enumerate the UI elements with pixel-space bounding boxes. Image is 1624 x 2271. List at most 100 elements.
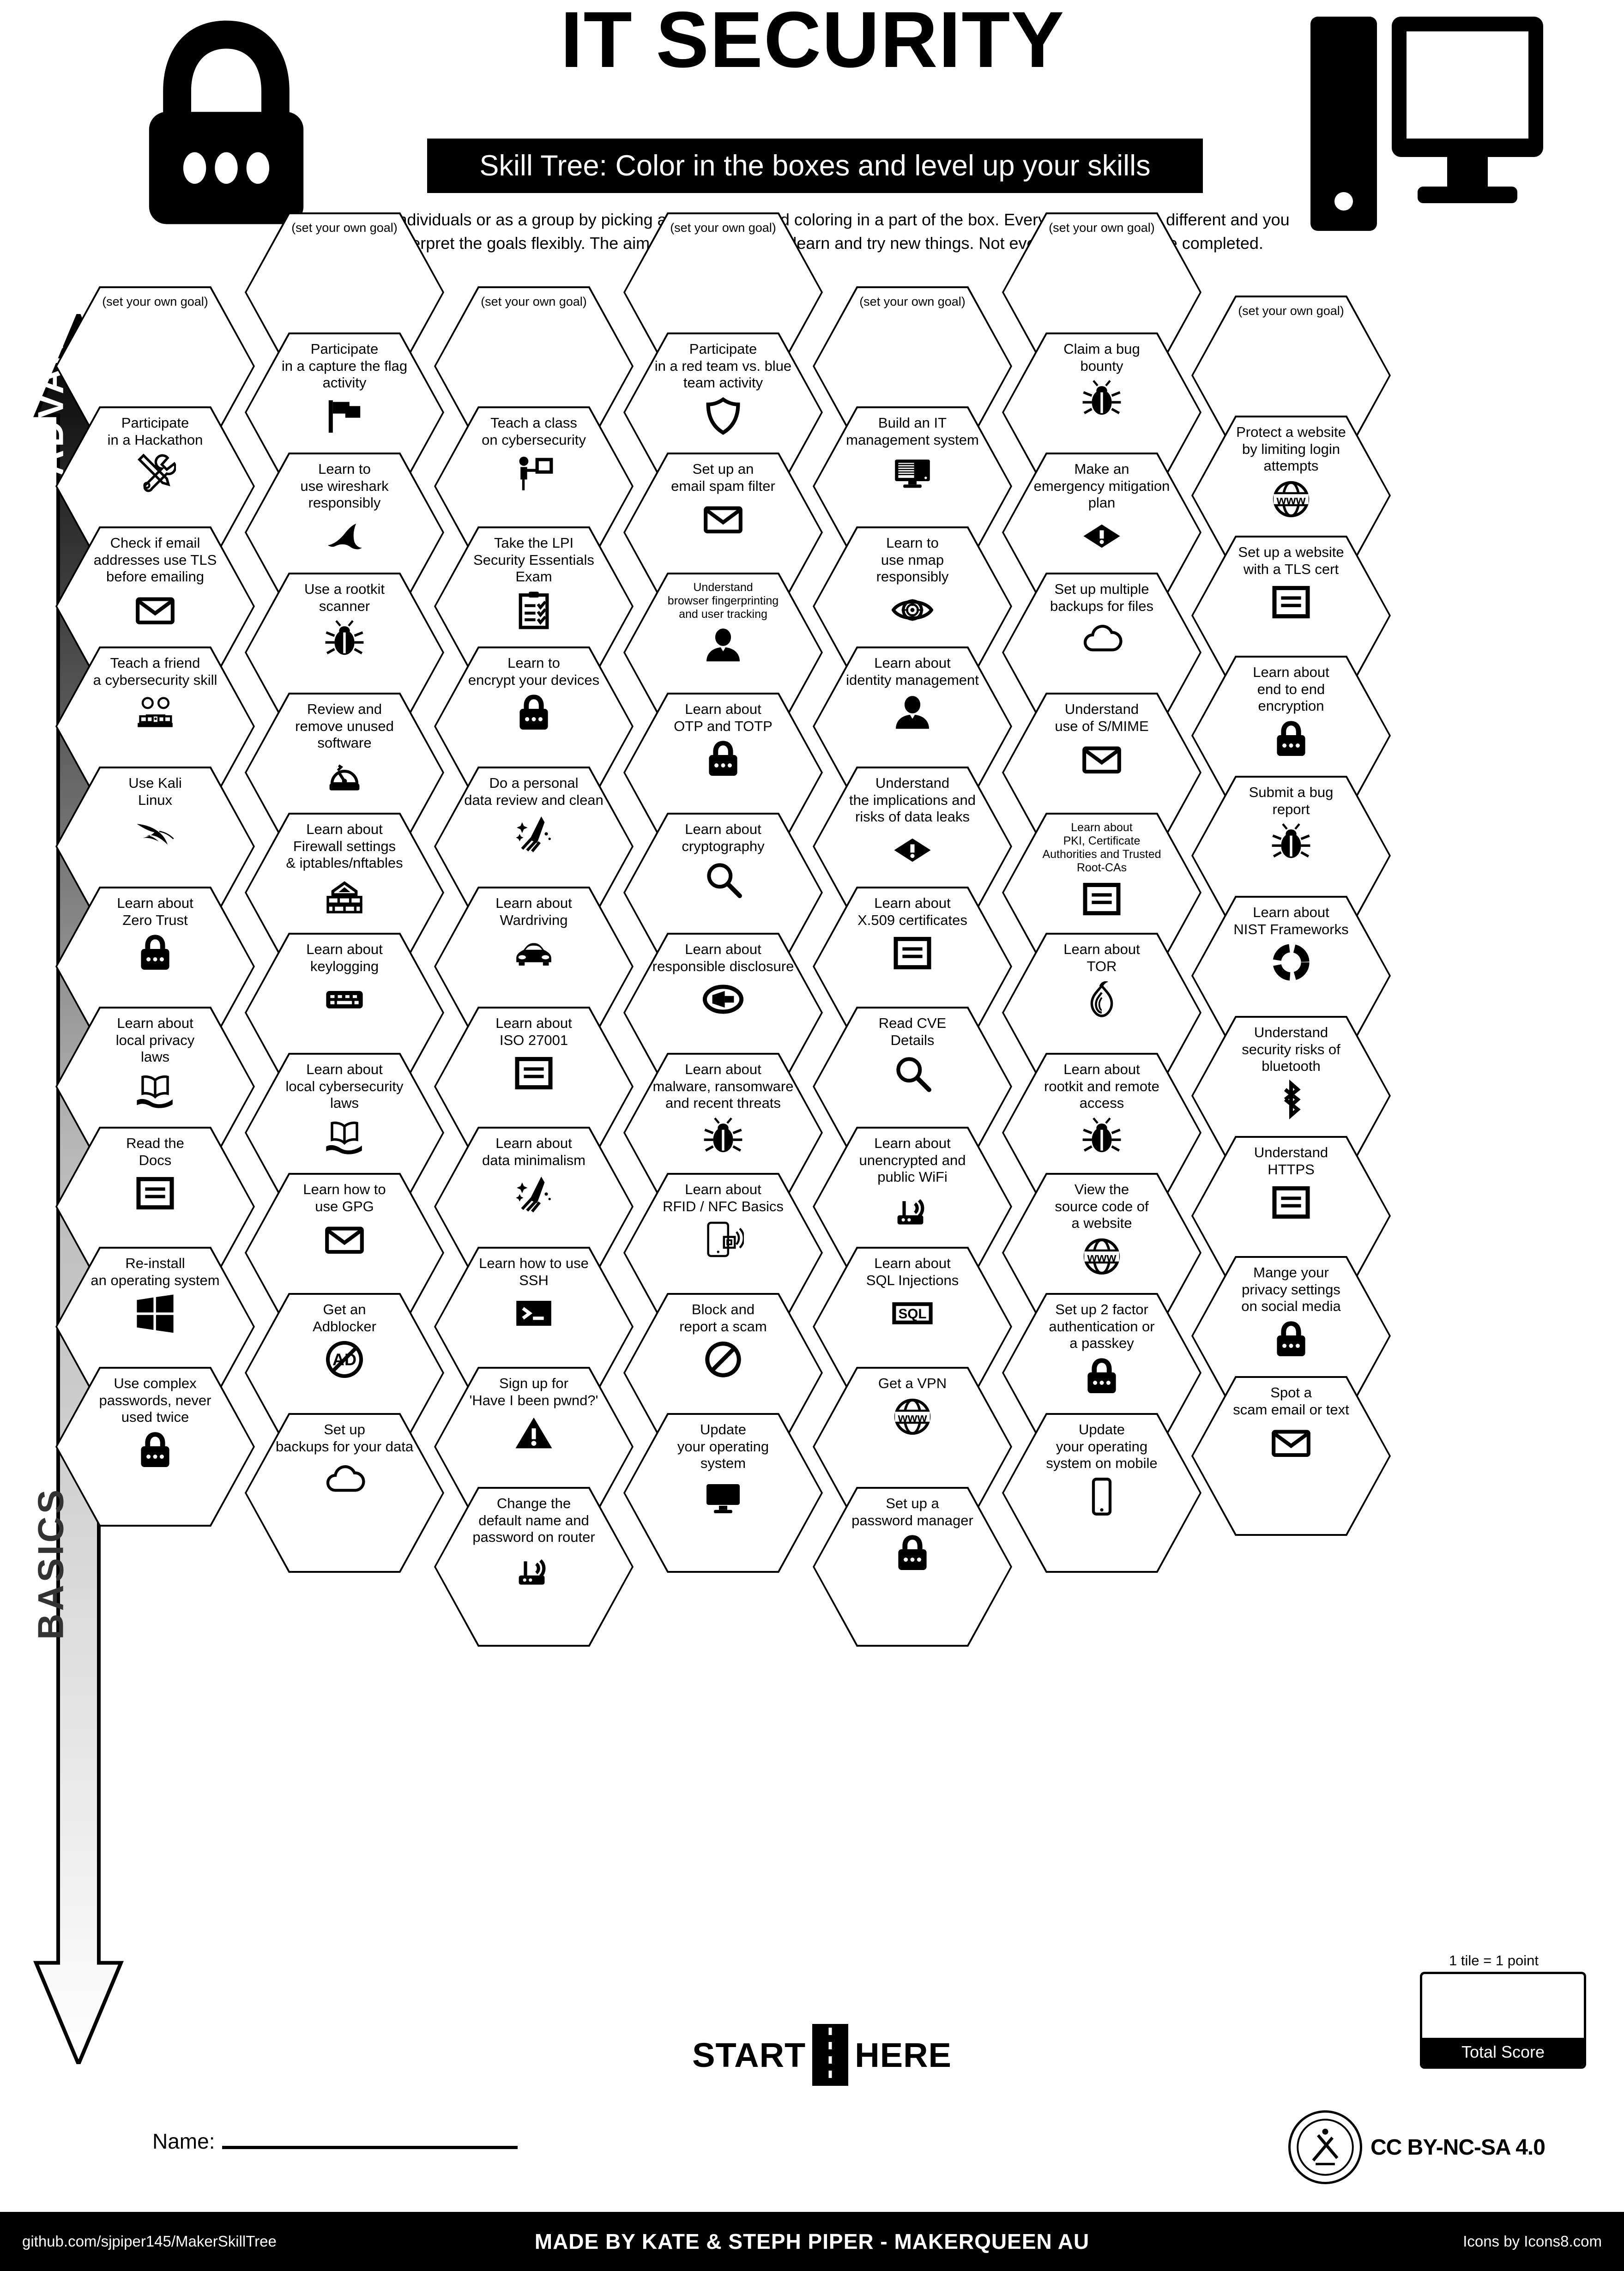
- skill-tile-label: Read CVE Details: [878, 1015, 947, 1048]
- skill-tile[interactable]: Protect a website by limiting login attemp…: [1191, 416, 1391, 575]
- skill-tile-label: Use a rootkit scanner: [304, 581, 385, 614]
- windows-icon: [134, 1293, 176, 1334]
- name-label: Name:: [152, 2129, 215, 2153]
- skill-tile[interactable]: Learn about TOR: [1002, 933, 1201, 1093]
- footer-icons-credit[interactable]: Icons by Icons8.com: [1463, 2233, 1602, 2250]
- total-score-box[interactable]: Total Score: [1420, 1972, 1586, 2069]
- cloud-icon: [1081, 618, 1123, 660]
- broom-sweep-icon: [324, 755, 365, 797]
- bug-icon: [702, 1116, 744, 1157]
- skill-tile-label: (set your own goal): [670, 221, 776, 235]
- donut-chart-icon: [1270, 942, 1312, 983]
- skill-tile[interactable]: (set your own goal): [1191, 296, 1391, 455]
- document-icon: [134, 1172, 176, 1214]
- shark-fin-icon: [324, 515, 365, 557]
- padlock-icon: [513, 692, 555, 734]
- skill-tile[interactable]: Set up backups for your data: [245, 1413, 444, 1573]
- road-icon: [812, 2024, 849, 2086]
- skill-tile[interactable]: Spot a scam email or text: [1191, 1376, 1391, 1536]
- start-here-marker: START HERE: [646, 2023, 997, 2087]
- skill-tile[interactable]: Learn about X.509 certificates: [813, 887, 1012, 1046]
- skill-tile[interactable]: Read CVE Details: [813, 1007, 1012, 1166]
- skill-tile[interactable]: Use complex passwords, never used twice: [55, 1367, 255, 1527]
- skill-tile-label: Learn about responsible disclosure: [652, 941, 794, 974]
- license-text: CC BY-NC-SA 4.0: [1370, 2135, 1546, 2160]
- document-icon: [892, 932, 933, 974]
- skill-tile-label: Sign up for 'Have I been pwnd?': [469, 1375, 598, 1408]
- skill-tile[interactable]: Update your operating system: [623, 1413, 823, 1573]
- skill-tile-label: Understand browser fingerprinting and user…: [667, 581, 779, 621]
- skill-tile-label: Learn about OTP and TOTP: [674, 701, 773, 734]
- name-field-row: Name:: [152, 2129, 518, 2154]
- document-icon: [1081, 878, 1123, 920]
- skill-tile[interactable]: Learn about Firewall settings & iptables/n…: [245, 813, 444, 972]
- maker-skill-tree-badge-icon: [1288, 2110, 1362, 2184]
- padlock-icon: [1270, 1319, 1312, 1360]
- skill-tile[interactable]: Understand security risks of bluetooth: [1191, 1016, 1391, 1176]
- skill-tile[interactable]: Teach a class on cybersecurity: [434, 406, 634, 566]
- skill-tile-label: Review and remove unused software: [295, 701, 394, 751]
- skill-tile-label: Teach a class on cybersecurity: [482, 415, 586, 448]
- skill-tile[interactable]: Update your operating system on mobile: [1002, 1413, 1201, 1573]
- name-input-line[interactable]: [222, 2146, 518, 2149]
- skill-tile-label: Learn about malware, ransomware and recent…: [652, 1061, 794, 1111]
- svg-text:www: www: [897, 1410, 927, 1424]
- bug-icon: [324, 618, 365, 660]
- no-ad-icon: AD: [324, 1339, 365, 1380]
- envelope-icon: [1270, 1422, 1312, 1463]
- skill-tile[interactable]: Get a VPN www: [813, 1367, 1012, 1527]
- bluetooth-icon: [1270, 1079, 1312, 1120]
- skill-tile-label: Submit a bug report: [1249, 784, 1334, 817]
- page-header: IT SECURITY Skill Tree: Color in the box…: [0, 0, 1624, 277]
- skill-tile-label: Learn how to use GPG: [303, 1181, 386, 1214]
- footer-credit: MADE BY KATE & STEPH PIPER - MAKERQUEEN …: [534, 2229, 1090, 2253]
- skill-tile-label: Mange your privacy settings on social medi…: [1241, 1264, 1341, 1315]
- skill-tile[interactable]: Sign up for 'Have I been pwnd?': [434, 1367, 634, 1527]
- warning-icon: [513, 1413, 555, 1454]
- skill-tile-label: Re-install an operating system: [91, 1255, 220, 1288]
- skill-tile-label: Learn about local cybersecurity laws: [285, 1061, 404, 1111]
- skill-tile[interactable]: Set up a password manager: [813, 1487, 1012, 1647]
- skill-tile-label: Learn about Firewall settings & iptables/n…: [286, 821, 403, 871]
- skill-tile-label: Set up a website with a TLS cert: [1238, 544, 1344, 577]
- skill-tree-grid: (set your own goal) Participate in a Hacka…: [0, 212, 1624, 1986]
- svg-text:www: www: [1276, 493, 1306, 507]
- broom-sparkle-icon: [513, 812, 555, 854]
- skill-tile-label: Learn about unencrypted and public WiFi: [859, 1135, 966, 1185]
- page-title: IT SECURITY: [560, 0, 1065, 84]
- envelope-icon: [134, 589, 176, 631]
- skill-tile[interactable]: Take the LPI Security Essentials Exam: [434, 526, 634, 686]
- skill-tile-label: Get a VPN: [878, 1375, 947, 1391]
- skill-tile[interactable]: Submit a bug report: [1191, 776, 1391, 936]
- skill-tile-label: Make an emergency mitigation plan: [1033, 461, 1170, 511]
- keyboard-icon: [324, 978, 365, 1020]
- monitor-list-icon: [892, 452, 933, 494]
- law-book-icon: [134, 1069, 176, 1111]
- skill-tile-label: Learn about ISO 27001: [495, 1015, 572, 1048]
- skill-tile-label: Learn about cryptography: [682, 821, 765, 854]
- shield-icon: [702, 395, 744, 437]
- skill-tile-label: View the source code of a website: [1055, 1181, 1149, 1232]
- footer-repo-link[interactable]: github.com/sjpiper145/MakerSkillTree: [22, 2233, 277, 2250]
- document-icon: [1270, 581, 1312, 623]
- router-icon: [513, 1550, 555, 1591]
- eye-target-icon: [892, 589, 933, 631]
- exclamation-icon: [892, 829, 933, 871]
- bug-icon: [1081, 1116, 1123, 1157]
- skill-tile[interactable]: Learn about end to end encryption: [1191, 656, 1391, 815]
- skill-tile[interactable]: Learn about keylogging: [245, 933, 444, 1093]
- skill-tile-label: (set your own goal): [481, 295, 587, 308]
- padlock-logo-icon: [149, 20, 304, 224]
- skill-tile-label: Set up backups for your data: [275, 1421, 414, 1455]
- padlock-icon: [702, 738, 744, 780]
- www-icon: www: [1270, 478, 1312, 520]
- skill-tile-label: Participate in a red team vs. blue team ac…: [654, 341, 792, 391]
- two-people-laptop-icon: [134, 692, 176, 734]
- skill-tile[interactable]: Change the default name and password on ro…: [434, 1487, 634, 1647]
- skill-tile-label: (set your own goal): [1049, 221, 1155, 235]
- skill-tile[interactable]: Learn about SQL Injections SQL: [813, 1247, 1012, 1407]
- skill-tile-label: Learn to use nmap responsibly: [876, 535, 949, 585]
- bug-icon: [1270, 821, 1312, 863]
- skill-tile-label: Learn to encrypt your devices: [468, 655, 600, 688]
- broom-sparkle-icon: [513, 1172, 555, 1214]
